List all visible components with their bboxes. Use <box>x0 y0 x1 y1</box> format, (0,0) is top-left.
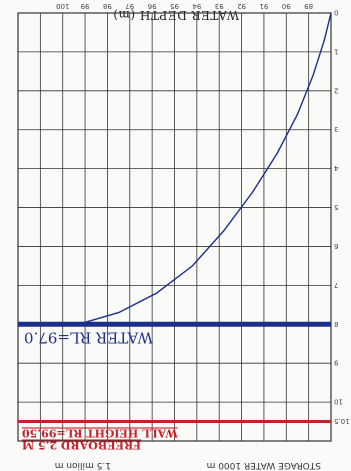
x-tick-label: 91 <box>259 2 268 10</box>
x-tick-labels: 89 90 91 92 93 94 95 96 97 98 99 100 <box>56 2 313 10</box>
x-tick-label: 94 <box>192 2 201 10</box>
x-tick-label: 98 <box>103 2 112 10</box>
y-axis-title: WATER DEPTH (m) <box>113 8 239 22</box>
y-tick-label: 8 <box>334 320 338 328</box>
reference-label: WALL HEIGHT RL=99.50 <box>22 427 179 440</box>
x-tick-label: 93 <box>215 2 224 10</box>
series-line <box>62 12 332 325</box>
x-tick-label: 97 <box>125 2 134 10</box>
y-tick-label: 7 <box>334 281 338 289</box>
y-tick-label: 5 <box>334 203 338 211</box>
y-tick-label: 10 <box>334 398 343 406</box>
bottom-notes: STORAGE WATER 1000 m 1.5 milion m <box>55 460 321 470</box>
y-tick-label: 6 <box>333 242 338 250</box>
x-tick-label: 100 <box>56 2 69 10</box>
reference-label: FREEBOARD 2.5 M <box>22 439 141 452</box>
x-tick-label: 96 <box>147 2 156 10</box>
series-point <box>296 113 299 115</box>
series-point <box>252 191 254 193</box>
series-point <box>312 74 314 76</box>
y-tick-label: 0 <box>334 9 338 17</box>
series-point <box>276 152 278 154</box>
y-tick-label: 2 <box>334 86 338 94</box>
x-tick-label: 95 <box>170 2 179 10</box>
reference-label: WATER RL=97.0 <box>24 328 153 346</box>
x-tick-label: 90 <box>282 2 291 10</box>
y-tick-label: 1 <box>334 47 338 55</box>
x-tick-label: 89 <box>304 2 313 10</box>
series-point <box>330 12 332 14</box>
plot-grid <box>17 12 332 442</box>
y-tick-label: 9 <box>334 359 338 367</box>
chart-title-group: WATER DEPTH (m) <box>113 8 239 22</box>
series-point <box>156 292 158 294</box>
y-tick-label: 4 <box>333 164 338 172</box>
series-point <box>323 39 325 41</box>
vertical-gridlines <box>39 13 310 441</box>
series-point <box>84 321 86 323</box>
x-tick-label: 92 <box>237 2 246 10</box>
series-layer <box>62 12 332 325</box>
bottom-text-left: STORAGE WATER 1000 m <box>207 460 321 470</box>
series-point <box>118 312 120 314</box>
y-tick-label: 10.5 <box>334 417 350 425</box>
x-tick-label: 99 <box>81 2 90 10</box>
series-point <box>223 230 225 232</box>
y-tick-label: 3 <box>334 125 338 133</box>
series-point <box>191 265 193 267</box>
bottom-text-right: 1.5 milion m <box>55 460 111 470</box>
y-tick-labels: 0 1 2 3 4 5 6 7 8 9 10 10.5 <box>333 9 349 426</box>
series-point <box>62 323 64 325</box>
